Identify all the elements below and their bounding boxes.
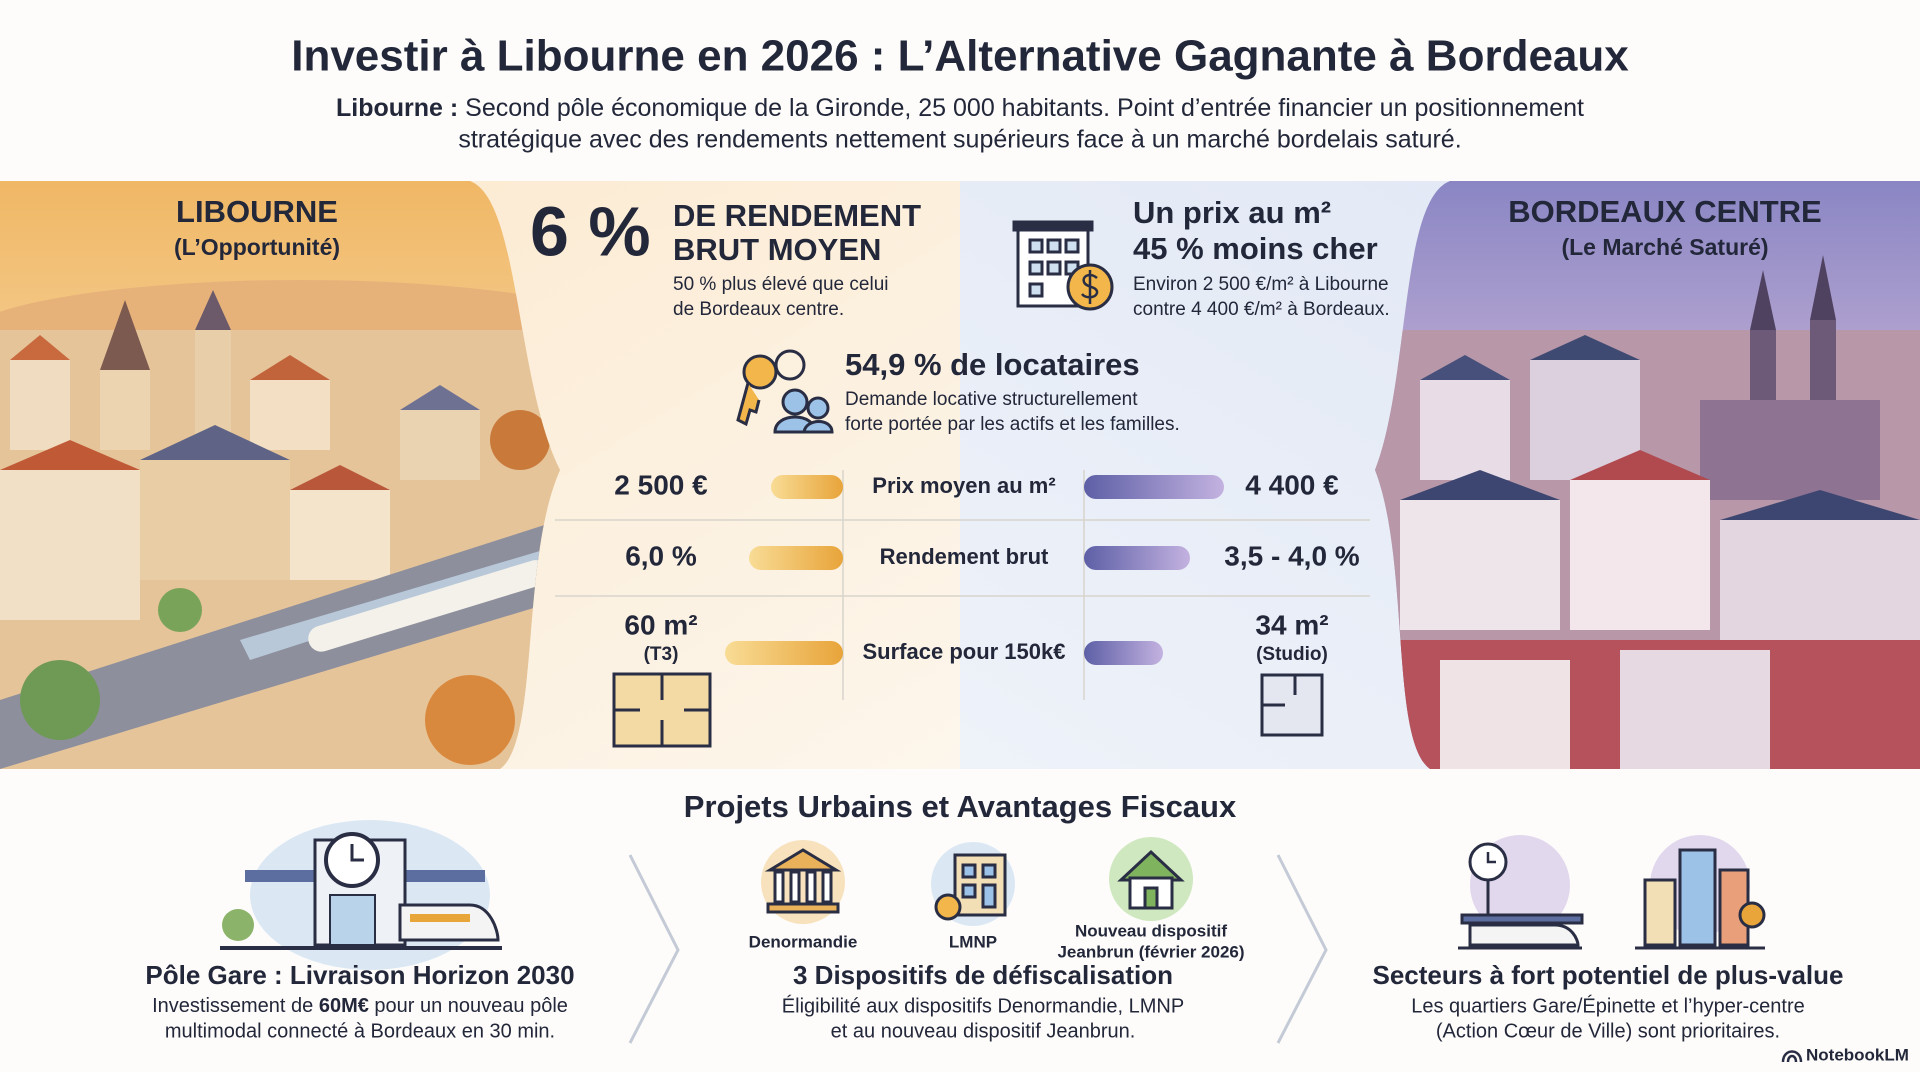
project-text: pour un nouveau pôle	[369, 995, 568, 1017]
highlight-text: de Bordeaux centre.	[673, 299, 844, 320]
floorplan-t3	[612, 672, 712, 748]
project-text: Investissement de	[152, 995, 319, 1017]
brand: NotebookLM	[1806, 1045, 1909, 1064]
libourne-bar	[771, 475, 843, 499]
tenants-icon	[736, 349, 834, 434]
libourne-illustration	[0, 181, 560, 769]
libourne-value: 2 500 €	[614, 469, 708, 500]
project-title: Pôle Gare : Livraison Horizon 2030	[145, 960, 574, 990]
title: Investir à Libourne en 2026 : L’Alternat…	[291, 32, 1629, 81]
icon-label: LMNP	[949, 932, 997, 951]
libourne-value: 60 m²	[624, 609, 697, 640]
subtitle-lead: Libourne :	[336, 94, 458, 122]
highlight-title: 45 % moins cher	[1133, 231, 1378, 266]
highlight-text: contre 4 400 €/m² à Bordeaux.	[1133, 299, 1390, 320]
denormandie-icon	[761, 840, 845, 924]
section-title: Projets Urbains et Avantages Fiscaux	[684, 789, 1237, 824]
libourne-bar	[749, 546, 843, 570]
city-icon	[1635, 835, 1766, 950]
libourne-bar	[725, 641, 843, 665]
subtitle-text	[458, 94, 465, 122]
highlight-title: 54,9 % de locataires	[845, 347, 1140, 382]
row-label: Prix moyen au m²	[872, 473, 1055, 498]
chevron	[1276, 854, 1328, 1044]
row-label: Rendement brut	[880, 544, 1049, 569]
project-text-bold: 60M€	[319, 995, 369, 1017]
project-text: multimodal connecté à Bordeaux en 30 min…	[165, 1020, 555, 1042]
bordeaux-bar	[1084, 546, 1190, 570]
highlight-text: Demande locative structurellement	[845, 389, 1138, 410]
bordeaux-value: 34 m²	[1255, 609, 1328, 640]
bordeaux-illustration	[1375, 181, 1920, 769]
highlight-text: 50 % plus élevé que celui	[673, 274, 888, 295]
station-illustration	[220, 820, 502, 970]
highlight-title: BRUT MOYEN	[673, 232, 881, 267]
subtitle-line: Libourne : Second pôle économique de la …	[336, 94, 1584, 122]
project-text: et au nouveau dispositif Jeanbrun.	[831, 1020, 1136, 1042]
icon-label: Nouveau dispositif	[1075, 921, 1227, 940]
project-text: Éligibilité aux dispositifs Denormandie,…	[782, 994, 1184, 1017]
panel-subtitle: (L’Opportunité)	[174, 234, 340, 260]
panel-subtitle: (Le Marché Saturé)	[1561, 234, 1768, 260]
bordeaux-value: 3,5 - 4,0 %	[1224, 540, 1360, 571]
highlight-text: Environ 2 500 €/m² à Libourne	[1133, 274, 1389, 295]
project-text: Les quartiers Gare/Épinette et l’hyper-c…	[1411, 994, 1805, 1017]
panel-title: LIBOURNE	[176, 194, 338, 229]
floorplan-studio	[1260, 673, 1324, 737]
bordeaux-bar	[1084, 641, 1163, 665]
lmnp-icon	[931, 842, 1015, 926]
project-title: 3 Dispositifs de défiscalisation	[793, 960, 1173, 990]
project-text: (Action Cœur de Ville) sont prioritaires…	[1436, 1020, 1780, 1042]
jeanbrun-icon	[1109, 837, 1193, 921]
highlight-title: Un prix au m²	[1133, 195, 1331, 230]
gare-epinette-icon	[1458, 835, 1584, 950]
icon-label: Jeanbrun (février 2026)	[1057, 942, 1244, 961]
subtitle-line: stratégique avec des rendements nettemen…	[458, 126, 1461, 154]
big-figure: 6 %	[530, 192, 651, 270]
bordeaux-value: 4 400 €	[1245, 469, 1339, 500]
panel-title: BORDEAUX CENTRE	[1508, 194, 1821, 229]
bordeaux-note: (Studio)	[1256, 644, 1328, 665]
chevron	[628, 854, 680, 1044]
subtitle-text: Second pôle économique de la Gironde, 25…	[465, 94, 1584, 122]
comparison-grid	[555, 470, 1370, 700]
libourne-value: 6,0 %	[625, 540, 697, 571]
building-icon	[1012, 220, 1114, 311]
libourne-note: (T3)	[644, 644, 679, 665]
highlight-title: DE RENDEMENT	[673, 198, 921, 233]
project-text: Investissement de 60M€ pour un nouveau p…	[152, 995, 568, 1017]
bordeaux-bar	[1084, 475, 1224, 499]
row-label: Surface pour 150k€	[863, 639, 1066, 664]
project-title: Secteurs à fort potentiel de plus-value	[1373, 960, 1844, 990]
icon-label: Denormandie	[749, 932, 858, 951]
highlight-text: forte portée par les actifs et les famil…	[845, 414, 1180, 435]
brand-logo	[1781, 1050, 1803, 1063]
